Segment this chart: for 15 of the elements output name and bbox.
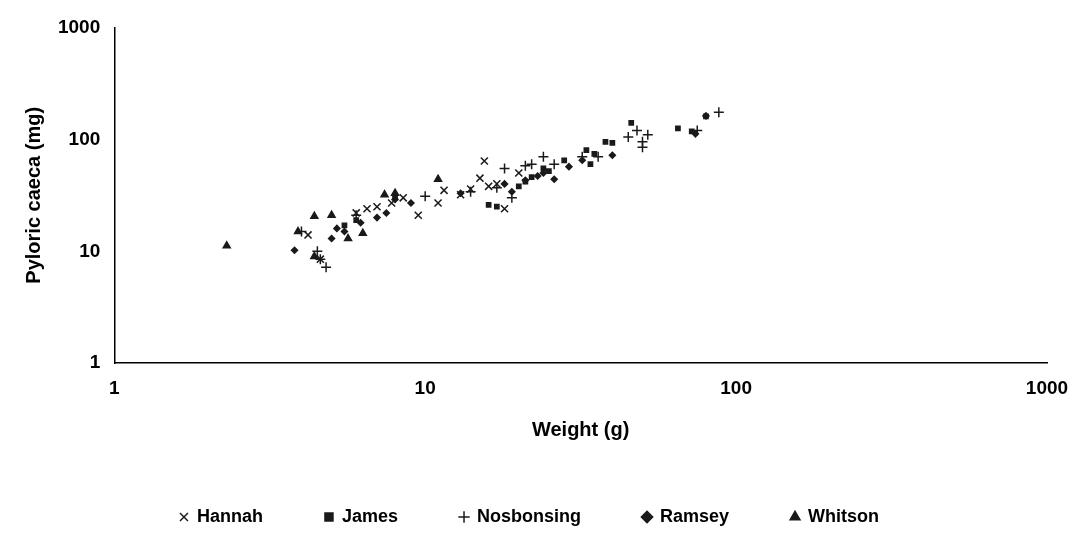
x-tick-label: 100 [720, 376, 752, 398]
x-tick-label: 1000 [1025, 376, 1069, 398]
y-axis-title: Pyloric caeca (mg) [21, 106, 44, 284]
x-tick-label: 10 [414, 376, 436, 398]
y-tick-label: 100 [68, 127, 101, 149]
y-tick-label: 1000 [57, 15, 101, 37]
legend-label: James [341, 505, 399, 526]
y-tick-label: 10 [79, 239, 101, 261]
x-axis-title: Weight (g) [531, 417, 630, 440]
x-tick-label: 1 [108, 376, 120, 398]
legend-label: Nosbonsing [477, 505, 582, 526]
y-tick-label: 1 [89, 351, 101, 373]
legend-label: Whitson [808, 505, 880, 526]
legend-label: Hannah [196, 505, 263, 526]
legend-label: Ramsey [660, 505, 730, 526]
